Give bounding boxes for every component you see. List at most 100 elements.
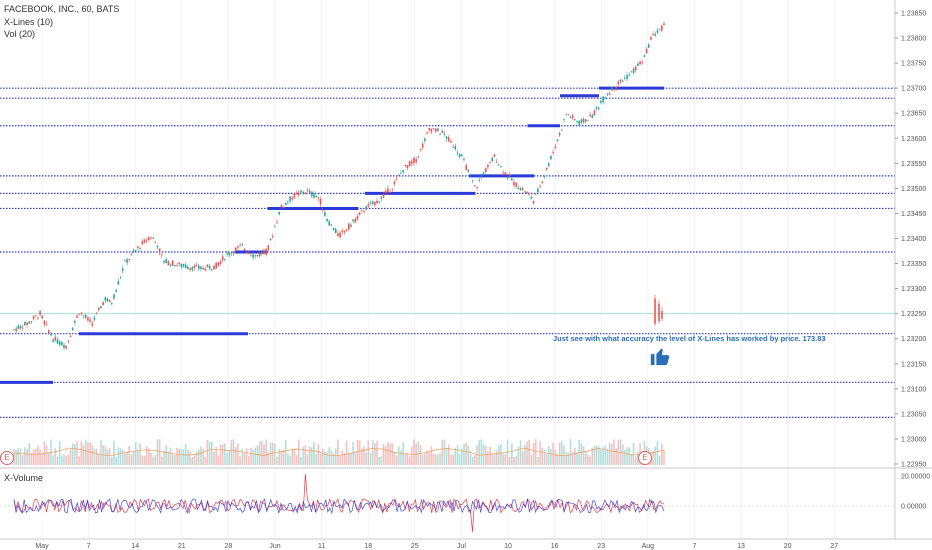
volume-bar xyxy=(604,445,607,465)
candle-body xyxy=(417,156,420,158)
volume-bar xyxy=(511,443,513,465)
time-tick-label: 14 xyxy=(131,543,139,550)
volume-bar xyxy=(452,455,454,465)
volume-bar xyxy=(456,445,459,465)
volume-bar xyxy=(61,455,63,465)
volume-bar xyxy=(634,456,637,465)
candle-body xyxy=(311,191,313,196)
volume-bar xyxy=(180,449,183,465)
price-tick-label: 1.23300 xyxy=(901,286,926,293)
candle-body xyxy=(282,206,285,208)
candle-body xyxy=(69,336,72,338)
candle-body xyxy=(595,106,598,109)
candle-body xyxy=(250,255,252,257)
time-tick-label: 13 xyxy=(737,543,745,550)
candle-body xyxy=(334,228,337,233)
candle-body xyxy=(628,74,631,76)
candle-body xyxy=(219,261,222,265)
volume-bar xyxy=(187,449,189,465)
volume-bar xyxy=(171,454,174,465)
candle-body xyxy=(461,154,463,157)
volume-bar xyxy=(582,446,585,465)
time-tick-label: Jun xyxy=(269,543,280,550)
candle-body xyxy=(76,315,78,318)
candle-body xyxy=(115,289,117,292)
candle-body xyxy=(274,226,276,228)
volume-bar xyxy=(652,450,654,465)
volume-bar xyxy=(595,445,598,465)
candle-body xyxy=(352,219,354,222)
candle-body xyxy=(295,192,298,194)
candle-body xyxy=(467,169,470,172)
candle-body xyxy=(234,247,237,252)
volume-bar xyxy=(208,441,211,465)
volume-bar xyxy=(367,440,370,465)
event-marker-earnings-1[interactable]: E xyxy=(0,451,14,465)
time-tick-label: 27 xyxy=(830,543,838,550)
volume-bar xyxy=(465,442,467,465)
candle-body xyxy=(252,254,254,258)
candle-body xyxy=(369,202,372,204)
indicator-legend-vol[interactable]: Vol (20) xyxy=(4,29,36,39)
time-axis[interactable]: May 7 14 21 28 Jun 11 18 25 Jul 10 16 23 Aug 7 13 20 27 xyxy=(0,538,932,550)
volume-bar xyxy=(637,451,639,465)
candle-body xyxy=(313,193,315,198)
time-tick-label: 11 xyxy=(318,543,325,550)
volume-bar xyxy=(376,440,378,465)
volume-bar xyxy=(339,455,341,465)
candle-body xyxy=(304,192,307,194)
volume-bar xyxy=(326,451,328,465)
volume-bar xyxy=(474,454,476,465)
volume-bar xyxy=(543,449,546,465)
candle-body xyxy=(495,161,498,163)
x-volume-pane-title[interactable]: X-Volume xyxy=(4,473,44,483)
candle-body xyxy=(130,253,133,255)
candle-body xyxy=(658,303,660,322)
candle-body xyxy=(169,264,172,266)
time-tick-label: May xyxy=(35,543,49,550)
candle-body xyxy=(389,192,391,193)
candle-body xyxy=(617,81,620,85)
candle-body xyxy=(652,34,654,36)
volume-bar xyxy=(226,452,228,465)
time-tick-label: 23 xyxy=(597,543,605,550)
volume-bar xyxy=(517,446,520,465)
candle-body xyxy=(632,68,635,73)
candle-body xyxy=(445,136,448,139)
volume-bar xyxy=(424,453,426,465)
volume-bar xyxy=(204,456,207,465)
symbol-legend[interactable]: FACEBOOK, INC., 60, BATS xyxy=(4,4,120,14)
candle-body xyxy=(476,187,478,188)
volume-bar xyxy=(469,450,472,465)
volume-bar xyxy=(404,454,407,465)
candle-body xyxy=(141,241,144,245)
volume-bar xyxy=(391,443,394,465)
candle-body xyxy=(411,161,413,164)
candle-body xyxy=(511,178,513,181)
candle-body xyxy=(180,263,183,268)
volume-bar xyxy=(267,451,270,465)
volume-bar xyxy=(593,445,596,465)
volume-bar xyxy=(317,443,320,465)
volume-bar xyxy=(224,443,226,465)
candle-body xyxy=(328,221,331,226)
volume-bar xyxy=(221,444,224,465)
x-lines-levels xyxy=(0,86,895,418)
volume-bar xyxy=(502,454,504,465)
volume-bar xyxy=(608,442,611,465)
volume-bar xyxy=(217,455,220,465)
candle-body xyxy=(426,132,428,134)
candle-body xyxy=(297,192,300,196)
volume-bar xyxy=(558,442,561,465)
candle-body xyxy=(61,341,63,346)
candle-body xyxy=(513,181,515,186)
volume-bar xyxy=(591,447,594,465)
volume-bar xyxy=(258,441,261,465)
volume-bar xyxy=(261,440,263,465)
candle-body xyxy=(408,161,411,167)
indicator-legend-xlines[interactable]: X-Lines (10) xyxy=(4,17,54,27)
volume-bar xyxy=(313,442,315,465)
event-marker-earnings-2[interactable]: E xyxy=(638,451,652,465)
